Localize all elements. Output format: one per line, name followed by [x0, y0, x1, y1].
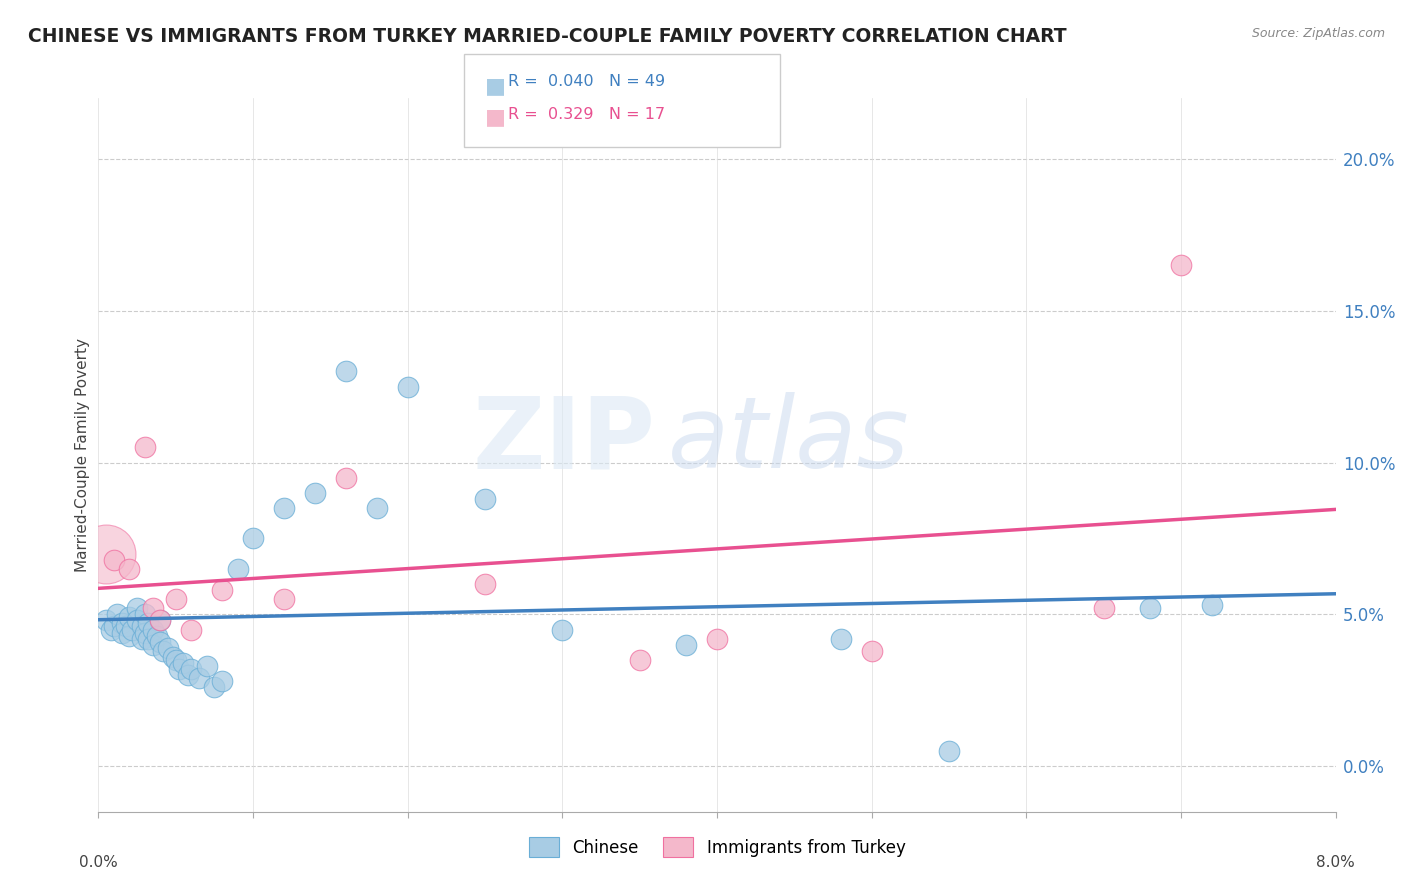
Point — [180, 623, 202, 637]
Text: Source: ZipAtlas.com: Source: ZipAtlas.com — [1251, 27, 1385, 40]
Point — [226, 562, 249, 576]
Point — [141, 601, 165, 615]
Text: atlas: atlas — [668, 392, 910, 489]
Point — [242, 532, 264, 546]
Point — [162, 649, 184, 664]
Point — [141, 638, 165, 652]
Point — [628, 653, 651, 667]
Point — [118, 610, 141, 624]
Point — [149, 634, 172, 648]
Point — [335, 471, 357, 485]
Point — [366, 501, 388, 516]
Point — [121, 623, 143, 637]
Text: R =  0.329   N = 17: R = 0.329 N = 17 — [508, 107, 665, 122]
Point — [149, 614, 172, 628]
Point — [118, 629, 141, 643]
Text: 0.0%: 0.0% — [79, 855, 118, 870]
Point — [706, 632, 728, 646]
Point — [134, 440, 156, 454]
Point — [141, 623, 165, 637]
Point — [165, 653, 187, 667]
Point — [100, 623, 122, 637]
Point — [211, 582, 233, 597]
Point — [127, 601, 149, 615]
Point — [136, 632, 159, 646]
Point — [131, 619, 153, 633]
Point — [165, 592, 187, 607]
Point — [860, 644, 883, 658]
Point — [335, 364, 357, 378]
Point — [131, 632, 153, 646]
Point — [103, 552, 125, 566]
Point — [167, 662, 190, 676]
Point — [474, 577, 496, 591]
Point — [211, 674, 233, 689]
Text: ZIP: ZIP — [472, 392, 655, 489]
Point — [103, 619, 125, 633]
Point — [118, 562, 141, 576]
Point — [188, 671, 211, 685]
Text: 8.0%: 8.0% — [1316, 855, 1355, 870]
Point — [146, 629, 169, 643]
Point — [273, 501, 295, 516]
Point — [204, 680, 226, 694]
Y-axis label: Married-Couple Family Poverty: Married-Couple Family Poverty — [75, 338, 90, 572]
Point — [152, 644, 174, 658]
Text: ■: ■ — [485, 107, 506, 128]
Point — [195, 659, 218, 673]
Point — [1170, 258, 1192, 272]
Legend: Chinese, Immigrants from Turkey: Chinese, Immigrants from Turkey — [522, 830, 912, 864]
Point — [830, 632, 852, 646]
Text: CHINESE VS IMMIGRANTS FROM TURKEY MARRIED-COUPLE FAMILY POVERTY CORRELATION CHAR: CHINESE VS IMMIGRANTS FROM TURKEY MARRIE… — [28, 27, 1067, 45]
Point — [1139, 601, 1161, 615]
Point — [551, 623, 574, 637]
Point — [111, 625, 134, 640]
Point — [396, 379, 419, 393]
Point — [1092, 601, 1115, 615]
Point — [115, 619, 138, 633]
Point — [177, 668, 200, 682]
Point — [180, 662, 202, 676]
Point — [96, 547, 118, 561]
Point — [1201, 599, 1223, 613]
Text: R =  0.040   N = 49: R = 0.040 N = 49 — [508, 74, 665, 89]
Point — [136, 616, 159, 631]
Point — [149, 614, 172, 628]
Text: ■: ■ — [485, 76, 506, 95]
Point — [273, 592, 295, 607]
Point — [675, 638, 697, 652]
Point — [157, 640, 180, 655]
Point — [938, 744, 960, 758]
Point — [105, 607, 128, 622]
Point — [111, 616, 134, 631]
Point — [304, 486, 326, 500]
Point — [134, 607, 156, 622]
Point — [96, 614, 118, 628]
Point — [127, 614, 149, 628]
Point — [173, 656, 195, 670]
Point — [134, 625, 156, 640]
Point — [474, 491, 496, 506]
